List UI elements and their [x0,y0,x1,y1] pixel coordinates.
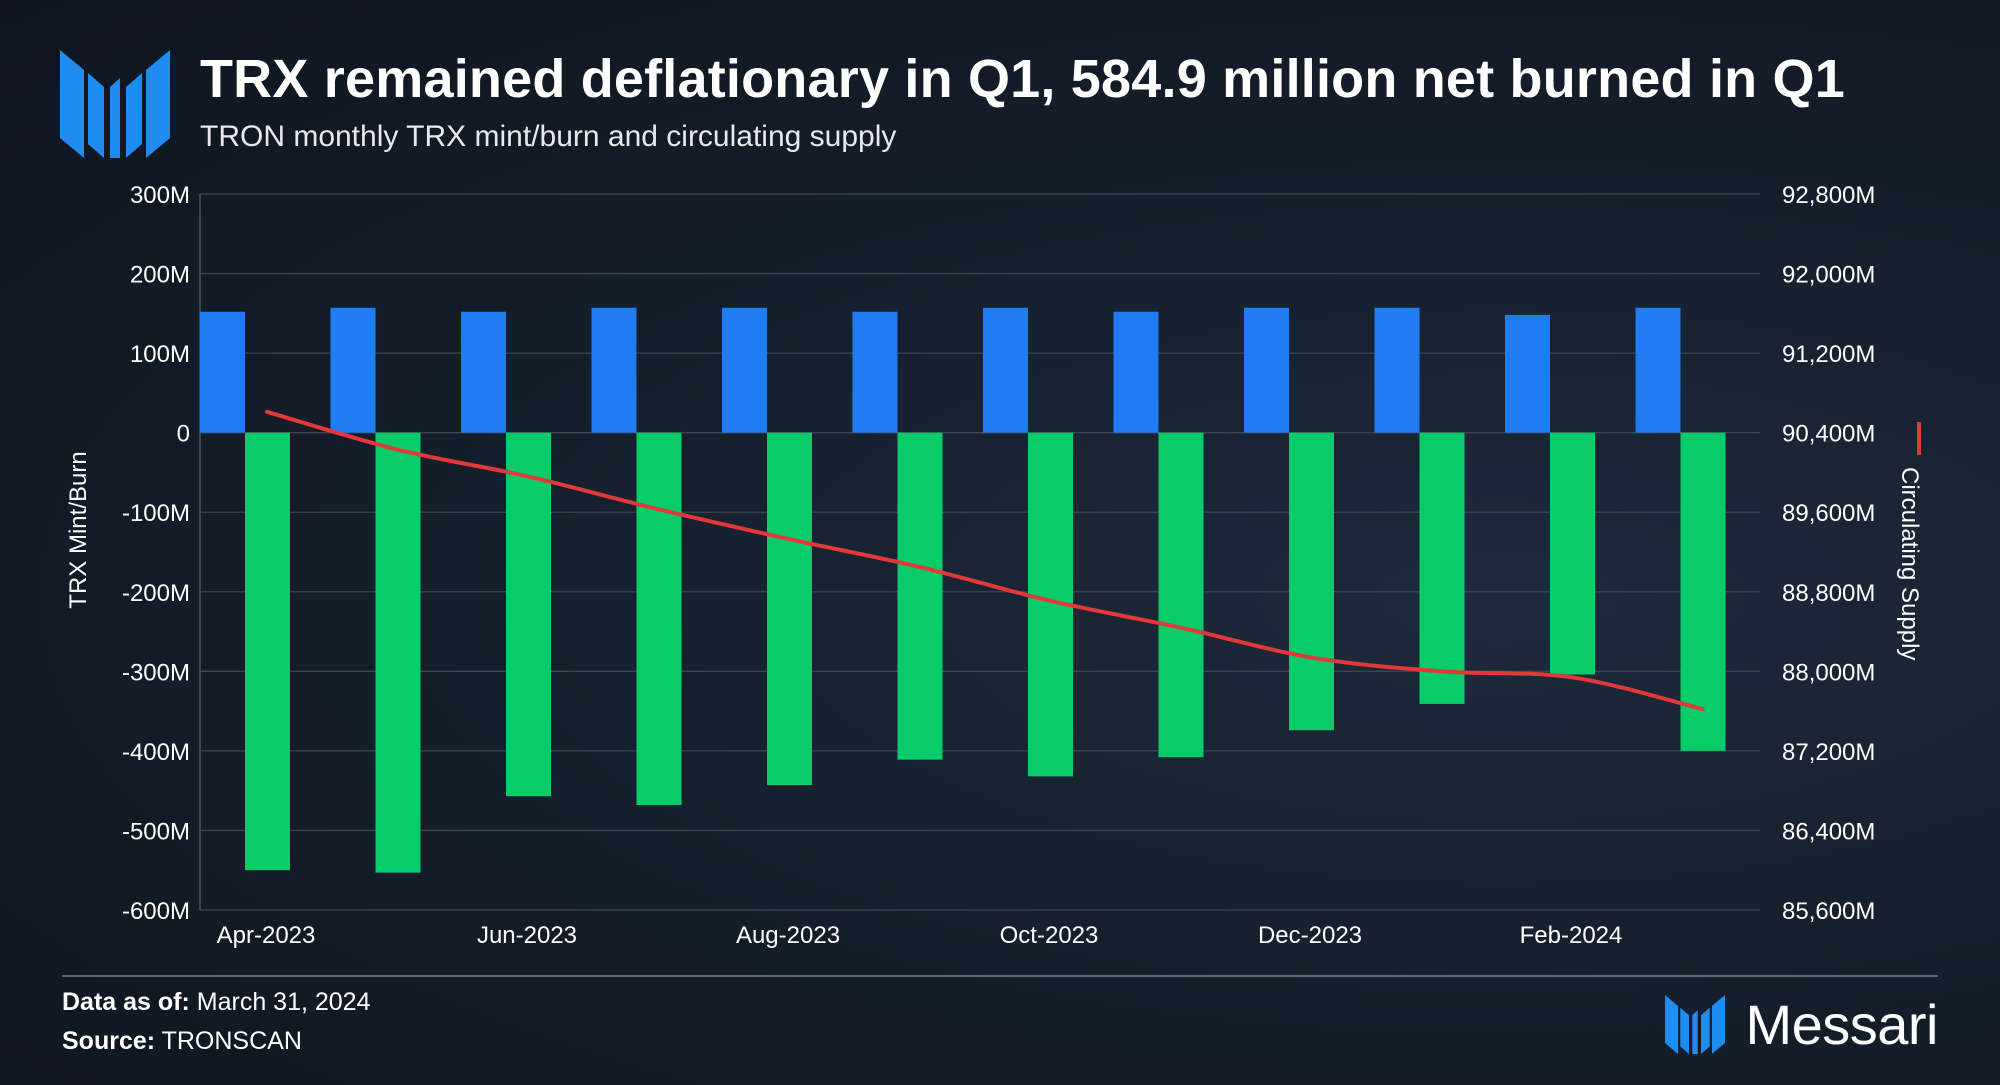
y-right-tick-label: 86,400M [1782,818,1875,845]
y-right-tick-label: 92,000M [1782,262,1875,289]
data-as-of-value: March 31, 2024 [196,988,371,1016]
mint-bar [200,311,245,433]
x-tick-label: Dec-2023 [1258,922,1362,949]
y-left-tick-label: -500M [122,818,190,845]
burn-bar [1419,432,1465,704]
mint-bar [330,307,376,433]
brand-name: Messari [1745,993,1938,1056]
burn-bar [897,432,943,760]
mint-bar [722,307,767,433]
y-right-tick-label: 90,400M [1782,421,1875,448]
y-right-tick-label: 91,200M [1782,341,1875,368]
mint-bar [1113,311,1159,433]
y-left-tick-label: -100M [122,500,190,527]
y-left-tick-label: 300M [130,182,190,209]
burn-bar [245,432,290,871]
data-as-of-label: Data as of: [62,988,190,1016]
y-right-tick-label: 88,000M [1782,659,1875,686]
x-tick-label: Oct-2023 [1000,922,1099,949]
x-tick-label: Jun-2023 [477,922,577,949]
burn-bar [1680,432,1726,751]
mint-burn-supply-chart: 300M 200M 100M 0 -100M -200M -300M -400M -500M -6… [65,182,1923,949]
source-label: Source: [62,1027,156,1055]
source-value: TRONSCAN [161,1027,302,1055]
mint-bar [983,307,1028,433]
mint-bar [1635,307,1681,433]
mint-bar [591,307,637,433]
mint-bar [461,311,506,433]
y-right-tick-label: 92,800M [1782,182,1875,209]
burn-bar [1289,432,1334,731]
mint-bar [1505,314,1550,433]
mint-bar [1244,307,1289,433]
data-as-of: Data as of: March 31, 2024 [62,988,370,1017]
source: Source: TRONSCAN [62,1027,302,1056]
y-left-axis-title: TRX Mint/Burn [65,451,92,608]
y-left-tick-label: 200M [130,262,190,289]
messari-logo-icon [60,50,170,158]
burn-bar [767,432,812,786]
burn-bar [636,432,682,805]
y-left-tick-label: -400M [122,739,190,766]
chart-title: TRX remained deflationary in Q1, 584.9 m… [200,49,1845,109]
burn-bar [1550,432,1595,675]
y-left-tick-label: -200M [122,580,190,607]
messari-brand: Messari [1665,992,1938,1057]
circulating-supply-line [265,409,1705,712]
x-tick-label: Apr-2023 [217,922,316,949]
y-right-tick-label: 85,600M [1782,898,1875,925]
y-left-tick-label: -300M [122,659,190,686]
x-tick-label: Feb-2024 [1520,922,1623,949]
y-left-tick-label: -600M [122,898,190,925]
footer-divider [62,975,1938,977]
y-right-tick-label: 89,600M [1782,500,1875,527]
mint-bar [852,311,898,433]
y-left-tick-label: 0 [177,421,190,448]
y-right-axis-title: Circulating Supply [1896,467,1923,660]
burn-bar [506,432,551,797]
burn-bar [1158,432,1204,758]
chart-subtitle: TRON monthly TRX mint/burn and circulati… [200,120,897,153]
mint-bar [1374,307,1420,433]
y-left-tick-label: 100M [130,341,190,368]
burn-bar [375,432,421,873]
x-tick-label: Aug-2023 [736,922,840,949]
messari-brand-icon [1665,995,1726,1054]
y-right-tick-label: 88,800M [1782,580,1875,607]
y-right-tick-label: 87,200M [1782,739,1875,766]
